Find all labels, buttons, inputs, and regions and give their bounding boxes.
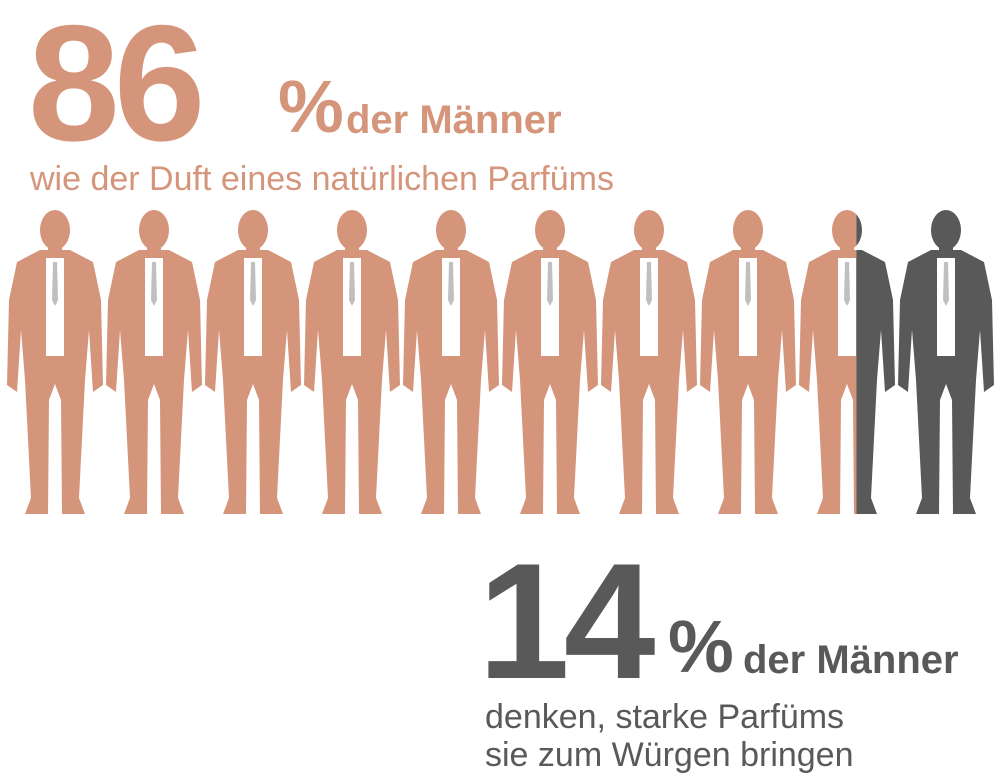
- shirt: [442, 258, 460, 356]
- tie: [745, 262, 751, 306]
- tie: [151, 262, 157, 306]
- shirt: [46, 258, 64, 356]
- stat-caption: sie zum Würgen bringen: [485, 736, 854, 774]
- shirt: [145, 258, 163, 356]
- shirt: [541, 258, 559, 356]
- stat-value: 14: [478, 529, 655, 713]
- pictogram-row: [7, 210, 994, 514]
- stat-unit: %: [278, 65, 344, 148]
- shirt: [937, 258, 955, 356]
- tie: [349, 262, 355, 306]
- stat-label: der Männer: [743, 638, 959, 682]
- tie: [646, 262, 652, 306]
- figure-details: [46, 258, 955, 356]
- stat-caption: denken, starke Parfüms: [485, 698, 844, 736]
- tie: [250, 262, 256, 306]
- shirt: [838, 258, 856, 356]
- shirt: [343, 258, 361, 356]
- tie: [943, 262, 949, 306]
- tie: [448, 262, 454, 306]
- shirt: [640, 258, 658, 356]
- tie: [844, 262, 850, 306]
- shirt: [244, 258, 262, 356]
- tie: [547, 262, 553, 306]
- stat-label: der Männer: [346, 98, 562, 142]
- tie: [52, 262, 58, 306]
- stat-unit: %: [668, 605, 734, 688]
- share-fill: [856, 210, 994, 514]
- stat-caption: wie der Duft eines natürlichen Parfüms: [29, 160, 614, 198]
- stat-value: 86: [28, 0, 200, 175]
- share-fill: [7, 210, 857, 514]
- shirt: [739, 258, 757, 356]
